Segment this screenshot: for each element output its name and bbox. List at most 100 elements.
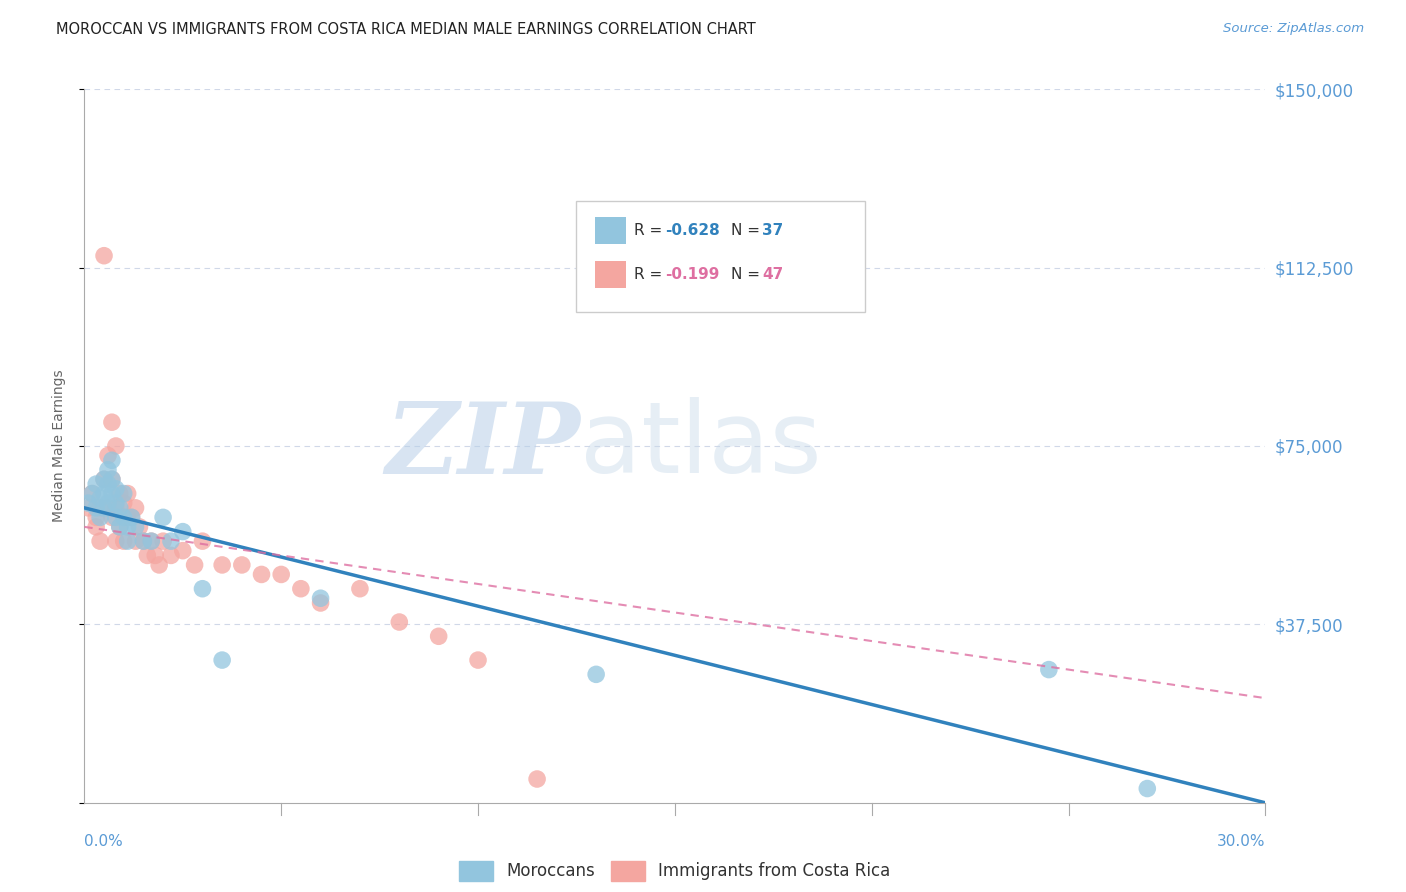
- Point: [427, 629, 450, 643]
- Point: [136, 549, 159, 563]
- Text: 30.0%: 30.0%: [1218, 834, 1265, 849]
- Legend: Moroccans, Immigrants from Costa Rica: Moroccans, Immigrants from Costa Rica: [453, 855, 897, 888]
- Point: [104, 439, 127, 453]
- Point: [128, 520, 150, 534]
- Point: [211, 558, 233, 572]
- Point: [112, 534, 135, 549]
- Point: [121, 510, 143, 524]
- Point: [97, 477, 120, 491]
- Point: [93, 486, 115, 500]
- Point: [290, 582, 312, 596]
- Point: [97, 463, 120, 477]
- Point: [148, 558, 170, 572]
- Point: [388, 615, 411, 629]
- Point: [89, 500, 111, 515]
- Text: 0.0%: 0.0%: [84, 834, 124, 849]
- Point: [585, 667, 607, 681]
- Point: [112, 486, 135, 500]
- Point: [82, 486, 104, 500]
- Point: [93, 472, 115, 486]
- Point: [93, 500, 115, 515]
- Point: [93, 472, 115, 486]
- Point: [89, 491, 111, 506]
- Point: [1136, 781, 1159, 796]
- Point: [101, 453, 124, 467]
- Text: N =: N =: [731, 223, 765, 237]
- Point: [84, 520, 107, 534]
- Text: R =: R =: [634, 268, 668, 282]
- Point: [172, 524, 194, 539]
- Point: [112, 496, 135, 510]
- Point: [211, 653, 233, 667]
- Point: [231, 558, 253, 572]
- Point: [84, 477, 107, 491]
- Text: atlas: atlas: [581, 398, 823, 494]
- Point: [121, 510, 143, 524]
- Point: [270, 567, 292, 582]
- Point: [152, 534, 174, 549]
- Point: [141, 534, 163, 549]
- Text: ZIP: ZIP: [385, 398, 581, 494]
- Point: [117, 510, 139, 524]
- Point: [117, 534, 139, 549]
- Point: [97, 500, 120, 515]
- Point: [160, 549, 183, 563]
- Point: [101, 486, 124, 500]
- Point: [152, 510, 174, 524]
- Y-axis label: Median Male Earnings: Median Male Earnings: [52, 369, 66, 523]
- Point: [160, 534, 183, 549]
- Point: [84, 500, 107, 515]
- Text: -0.628: -0.628: [665, 223, 720, 237]
- Text: -0.199: -0.199: [665, 268, 720, 282]
- Point: [89, 510, 111, 524]
- Point: [97, 496, 120, 510]
- Point: [132, 534, 155, 549]
- Point: [112, 510, 135, 524]
- Point: [104, 534, 127, 549]
- Point: [97, 449, 120, 463]
- Point: [104, 510, 127, 524]
- Text: N =: N =: [731, 268, 765, 282]
- Point: [108, 500, 131, 515]
- Point: [309, 591, 332, 606]
- Point: [172, 543, 194, 558]
- Point: [84, 510, 107, 524]
- Point: [82, 486, 104, 500]
- Point: [104, 496, 127, 510]
- Point: [183, 558, 205, 572]
- Point: [117, 486, 139, 500]
- Point: [143, 549, 166, 563]
- Text: Source: ZipAtlas.com: Source: ZipAtlas.com: [1223, 22, 1364, 36]
- Point: [250, 567, 273, 582]
- Point: [141, 534, 163, 549]
- Point: [108, 520, 131, 534]
- Point: [467, 653, 489, 667]
- Point: [124, 520, 146, 534]
- Point: [124, 534, 146, 549]
- Point: [77, 500, 100, 515]
- Point: [101, 415, 124, 429]
- Point: [1038, 663, 1060, 677]
- Text: R =: R =: [634, 223, 668, 237]
- Point: [191, 582, 214, 596]
- Point: [77, 496, 100, 510]
- Point: [117, 520, 139, 534]
- Point: [132, 534, 155, 549]
- Text: 37: 37: [762, 223, 783, 237]
- Point: [108, 520, 131, 534]
- Point: [93, 249, 115, 263]
- Point: [104, 500, 127, 515]
- Point: [349, 582, 371, 596]
- Point: [526, 772, 548, 786]
- Point: [309, 596, 332, 610]
- Point: [108, 486, 131, 500]
- Point: [101, 472, 124, 486]
- Point: [101, 472, 124, 486]
- Point: [89, 534, 111, 549]
- Point: [191, 534, 214, 549]
- Point: [104, 482, 127, 496]
- Point: [124, 500, 146, 515]
- Point: [101, 510, 124, 524]
- Text: MOROCCAN VS IMMIGRANTS FROM COSTA RICA MEDIAN MALE EARNINGS CORRELATION CHART: MOROCCAN VS IMMIGRANTS FROM COSTA RICA M…: [56, 22, 756, 37]
- Text: 47: 47: [762, 268, 783, 282]
